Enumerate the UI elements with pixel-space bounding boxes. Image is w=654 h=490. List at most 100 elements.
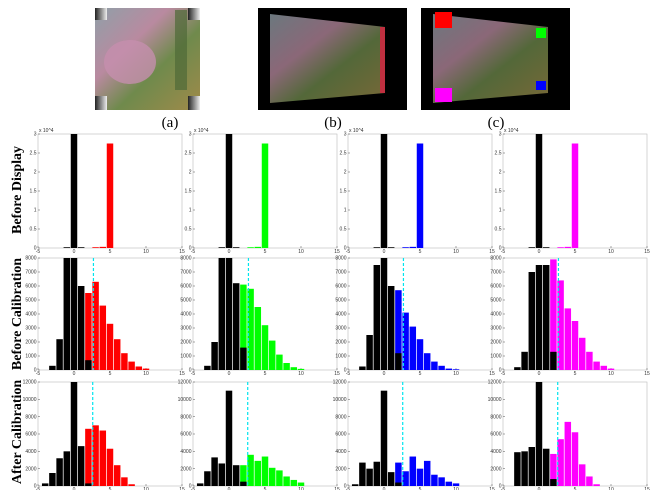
y-tick-label: 6000: [490, 432, 501, 438]
y-tick-label: 4000: [490, 449, 501, 455]
bar: [291, 480, 297, 486]
bar: [262, 144, 268, 249]
bar: [359, 463, 365, 486]
bar: [211, 342, 217, 370]
y-tick-label: 7000: [490, 270, 501, 276]
bar: [211, 457, 217, 486]
bar: [410, 327, 416, 370]
bar: [226, 134, 232, 248]
y-tick-label: 4000: [25, 312, 36, 318]
bar: [374, 247, 380, 248]
x-tick-label: 10: [143, 249, 149, 255]
y-tick-label: 4000: [335, 449, 346, 455]
x-tick-label: 15: [179, 371, 185, 377]
y-tick-label: 5000: [25, 298, 36, 304]
bar: [204, 366, 210, 370]
y-tick-label: 2000: [490, 466, 501, 472]
y-tick-label: 1.5: [185, 189, 192, 195]
bar: [114, 339, 120, 370]
row-label: Before Calibration: [10, 258, 25, 370]
y-tick-label: 4000: [335, 312, 346, 318]
panel-label: (a): [162, 115, 179, 131]
bar: [298, 483, 304, 486]
bar: [424, 461, 430, 486]
y-tick-label: 4000: [490, 312, 501, 318]
y-tick-label: 5000: [490, 298, 501, 304]
y-tick-label: 6000: [490, 284, 501, 290]
bar: [381, 258, 387, 370]
y-exponent: x 10^4: [194, 128, 209, 134]
x-tick-label: 15: [334, 249, 340, 255]
y-tick-label: 3000: [490, 326, 501, 332]
y-tick-label: 7000: [180, 270, 191, 276]
y-tick-label: 1.5: [495, 189, 502, 195]
y-tick-label: 2.5: [30, 151, 37, 157]
y-tick-label: 8000: [25, 256, 36, 262]
bar: [42, 483, 48, 486]
x-tick-label: 5: [264, 371, 267, 377]
bar: [269, 468, 275, 486]
bar: [565, 308, 571, 370]
bar: [417, 469, 423, 486]
bar: [579, 464, 585, 486]
bar: [453, 483, 459, 486]
bar: [529, 272, 535, 370]
bar: [395, 353, 401, 370]
y-tick-label: 2: [189, 170, 192, 176]
bar: [107, 144, 113, 249]
y-tick-label: 2.5: [340, 151, 347, 157]
y-tick-label: 6000: [335, 432, 346, 438]
x-tick-label: 5: [419, 249, 422, 255]
bar: [565, 422, 571, 486]
x-tick-label: -5: [191, 249, 196, 255]
bar: [601, 366, 607, 370]
bar: [572, 321, 578, 370]
bar: [49, 473, 55, 486]
bar: [557, 439, 563, 486]
bar: [417, 339, 423, 370]
bar: [85, 360, 91, 370]
y-tick-label: 6000: [25, 284, 36, 290]
x-tick-label: -5: [501, 249, 506, 255]
x-tick-label: 15: [489, 249, 495, 255]
y-tick-label: 2000: [490, 340, 501, 346]
x-tick-label: 10: [453, 371, 459, 377]
y-tick-label: 8000: [335, 256, 346, 262]
bar: [240, 348, 246, 370]
x-tick-label: -5: [191, 371, 196, 377]
bar: [543, 449, 549, 486]
y-tick-label: 5000: [335, 298, 346, 304]
bar: [374, 462, 380, 486]
y-exponent: x 10^4: [504, 128, 519, 134]
bar: [381, 391, 387, 486]
y-tick-label: 2000: [25, 340, 36, 346]
bar: [557, 247, 563, 248]
y-tick-label: 10000: [178, 397, 192, 403]
y-tick-label: 1000: [25, 354, 36, 360]
y-tick-label: 2: [344, 170, 347, 176]
bar: [381, 134, 387, 248]
figure: (a) (b) (c) Before Display Before Calibr…: [0, 0, 654, 490]
x-tick-label: -5: [501, 371, 506, 377]
x-tick-label: 0: [73, 249, 76, 255]
bar: [359, 367, 365, 371]
y-tick-label: 4000: [25, 449, 36, 455]
y-tick-label: 1000: [180, 354, 191, 360]
bar: [572, 432, 578, 486]
bar: [417, 144, 423, 249]
panel-label: (b): [324, 115, 342, 131]
bar: [402, 247, 408, 248]
bar: [446, 369, 452, 370]
y-tick-label: 1000: [490, 354, 501, 360]
bar: [64, 247, 70, 248]
bar: [424, 353, 430, 370]
x-tick-label: 5: [574, 249, 577, 255]
bar: [233, 465, 239, 486]
bar: [276, 470, 282, 486]
x-tick-label: -5: [36, 371, 41, 377]
x-tick-label: -5: [346, 249, 351, 255]
x-tick-label: 0: [228, 371, 231, 377]
bar: [64, 451, 70, 486]
bar: [514, 452, 520, 486]
bar: [233, 283, 239, 370]
